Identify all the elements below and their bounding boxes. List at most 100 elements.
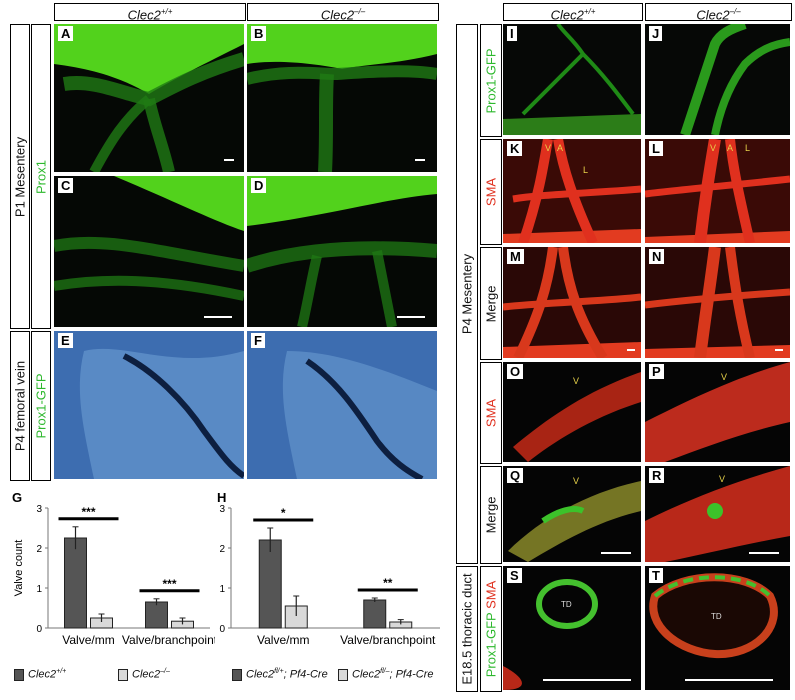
panel-t: T TD — [645, 566, 790, 690]
chart-y-tick-label: 1 — [36, 584, 42, 595]
row-label-merge-2: Merge — [480, 466, 502, 564]
chart-y-tick-label: 0 — [219, 624, 225, 635]
panel-d: D — [247, 176, 437, 327]
panel-i: I — [503, 24, 641, 135]
panel-letter-m: M — [507, 249, 524, 264]
panel-m-image — [503, 247, 641, 358]
panel-k-image — [503, 139, 641, 243]
scale-bar-r — [749, 552, 779, 554]
row-label-p4-femoral: P4 femoral vein — [10, 331, 30, 481]
header-left-wt: Clec2+/+ — [54, 3, 246, 22]
annot-k-l: L — [583, 165, 589, 175]
panel-a: A — [54, 24, 244, 172]
panel-f: F — [247, 331, 437, 479]
legend-wt-swatch — [14, 668, 24, 681]
panel-j-image — [680, 24, 790, 135]
panel-j: J — [645, 24, 790, 135]
panel-t-image — [649, 573, 778, 659]
chart-g: G Valve count 3 2 1 0 *** Valve/mm *** Valve/bran… — [12, 490, 215, 647]
panel-r: R V — [645, 466, 790, 562]
panel-letter-e: E — [58, 333, 73, 348]
panel-letter-s: S — [507, 568, 522, 583]
panel-a-image — [54, 24, 244, 172]
panel-r-image — [645, 466, 790, 562]
panel-s-image — [503, 579, 598, 690]
label-prox1-gfp-part: Prox1-GFP — [483, 608, 499, 678]
panel-m: M — [503, 247, 641, 358]
panel-k: K V A L — [503, 139, 641, 243]
chart-bar — [258, 539, 282, 629]
panel-o: O V — [503, 362, 641, 462]
panel-l-image — [645, 139, 790, 243]
legend-flox: Clec2fl/+; Pf4-Cre — [232, 668, 328, 681]
annot-k-v: V — [545, 143, 552, 153]
panel-letter-n: N — [649, 249, 665, 264]
panel-letter-b: B — [251, 26, 267, 41]
chart-category-label: Valve/branchpoint — [340, 633, 436, 647]
chart-category-label: Valve/mm — [257, 633, 309, 647]
panel-letter-d: D — [251, 178, 267, 193]
panel-letter-c: C — [58, 178, 74, 193]
scale-bar-a — [224, 159, 234, 161]
chart-y-tick-label: 3 — [219, 504, 225, 515]
chart-ylabel: Valve count — [13, 540, 25, 597]
annot-q-v: V — [573, 476, 580, 486]
row-label-sma-2: SMA — [480, 362, 502, 464]
panel-o-image — [513, 372, 641, 462]
row-label-prox1-gfp-femoral: Prox1-GFP — [31, 331, 51, 481]
legend-flox-ko-swatch — [338, 668, 348, 681]
row-label-prox1-gfp-sma: Prox1-GFP SMA — [480, 566, 502, 692]
chart-y-tick-label: 1 — [219, 584, 225, 595]
annot-l-a: A — [727, 143, 734, 153]
chart-significance-label: *** — [81, 505, 95, 519]
scale-bar-q — [601, 552, 631, 554]
row-label-p1-mesentery: P1 Mesentery — [10, 24, 30, 329]
row-label-p4-mesentery: P4 Mesentery — [456, 24, 478, 564]
row-label-prox1: Prox1 — [31, 24, 51, 329]
panel-letter-a: A — [58, 26, 74, 41]
panel-n-image — [645, 247, 790, 358]
chart-panel-letter-h: H — [217, 490, 226, 505]
scale-bar-c — [204, 316, 232, 318]
chart-bar — [145, 601, 168, 629]
annot-o-v: V — [573, 376, 580, 386]
panel-q: Q V — [503, 466, 641, 562]
annot-s-td: TD — [561, 600, 572, 609]
panel-s: S TD — [503, 566, 641, 690]
chart-bar — [64, 537, 87, 629]
panel-letter-p: P — [649, 364, 664, 379]
label-sma-part: SMA — [483, 580, 499, 609]
annot-p-v: V — [721, 372, 728, 382]
row-label-prox1-gfp-mesentery: Prox1-GFP — [480, 24, 502, 137]
chart-bar — [363, 599, 387, 629]
chart-y-tick-label: 0 — [36, 624, 42, 635]
chart-category-label: Valve/mm — [62, 633, 114, 647]
panel-q-image — [508, 481, 641, 562]
chart-h: H3 2 1 0 * Valve/mm ** Valve/branchpoint — [217, 490, 440, 647]
panel-e: E — [54, 331, 244, 479]
scale-bar-t — [685, 679, 773, 681]
panel-letter-q: Q — [507, 468, 524, 483]
panel-d-image — [247, 176, 437, 327]
panel-letter-o: O — [507, 364, 524, 379]
legend-ko-swatch — [118, 668, 128, 681]
row-label-merge-1: Merge — [480, 247, 502, 360]
legend-flox-ko: Clec2fl/–; Pf4-Cre — [338, 668, 433, 681]
panel-letter-l: L — [649, 141, 663, 156]
annot-r-v: V — [719, 474, 726, 484]
panel-b-image — [247, 24, 437, 172]
panel-f-image — [247, 331, 437, 479]
panel-c-image — [54, 176, 244, 301]
panel-c: C — [54, 176, 244, 327]
header-right-ko: Clec2–/– — [645, 3, 792, 22]
panel-b: B — [247, 24, 437, 172]
chart-panel-letter-g: G — [12, 490, 22, 505]
scale-bar-d — [397, 316, 425, 318]
panel-l: L V A L — [645, 139, 790, 243]
chart-y-tick-label: 3 — [36, 504, 42, 515]
legend-ko: Clec2–/– — [118, 668, 170, 681]
row-label-sma-1: SMA — [480, 139, 502, 245]
panel-n: N — [645, 247, 790, 358]
scale-bar-m — [627, 349, 635, 351]
panel-p-image — [645, 362, 790, 462]
